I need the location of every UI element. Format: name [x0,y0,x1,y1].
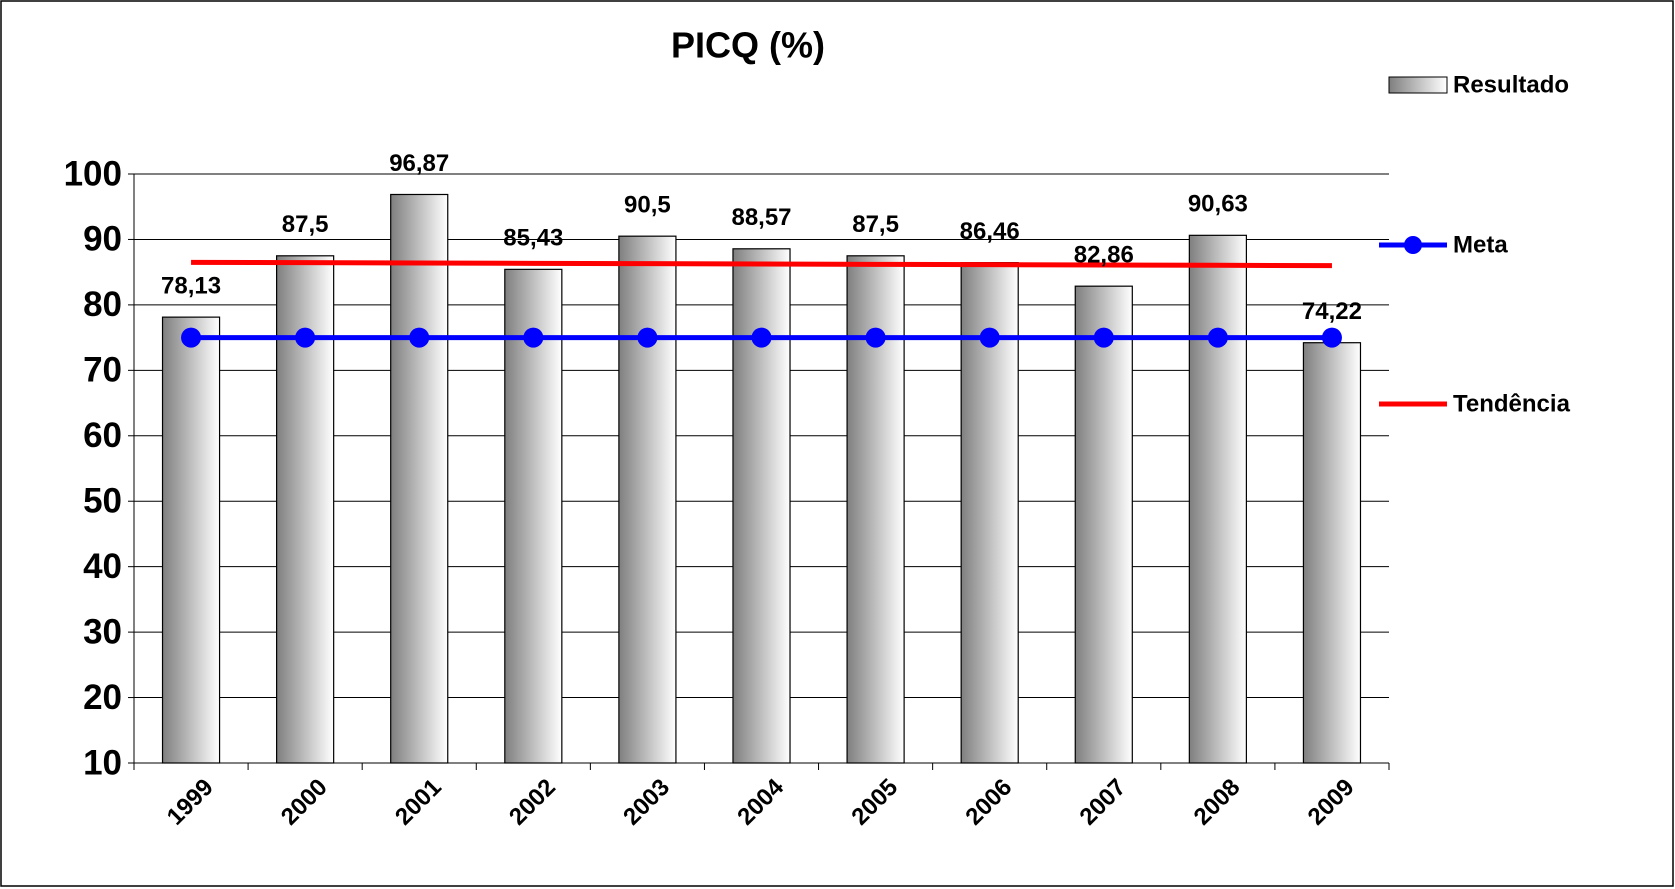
data-label: 87,5 [282,211,329,238]
data-label: 88,57 [731,204,791,231]
marker [1321,327,1342,348]
legend-label: Meta [1453,231,1508,258]
marker [1093,327,1114,348]
bar [161,316,221,764]
data-label: 90,5 [624,192,671,219]
data-label: 96,87 [389,150,449,177]
bar [618,235,677,764]
bar [1188,234,1247,764]
bar [732,248,791,764]
y-tick-label: 100 [64,154,122,193]
y-tick-label: 90 [83,220,122,259]
marker [751,327,772,348]
legend-label: Tendência [1453,390,1571,417]
marker [523,327,544,348]
y-tick-label: 50 [83,481,122,520]
chart-title: PICQ (%) [671,25,825,66]
bar [1302,342,1362,764]
marker [979,327,1000,348]
y-tick-label: 80 [83,285,122,324]
bar [390,193,449,764]
data-label: 87,5 [852,211,899,238]
data-label: 90,63 [1188,191,1248,218]
bar [504,268,563,764]
data-label: 78,13 [161,272,221,299]
y-tick-label: 60 [83,416,122,455]
y-tick-label: 10 [83,743,122,782]
marker [409,327,430,348]
data-label: 86,46 [960,218,1020,245]
y-tick-label: 20 [83,678,122,717]
data-label: 82,86 [1074,242,1134,269]
line [191,259,1332,269]
marker [1207,327,1228,348]
y-tick-label: 70 [83,351,122,390]
marker [181,327,202,348]
y-tick-label: 40 [83,547,122,586]
data-label: 74,22 [1302,298,1362,325]
legend-label: Resultado [1453,71,1569,98]
data-label: 85,43 [503,225,563,252]
legend-swatch [1388,76,1448,94]
y-tick-label: 30 [83,612,122,651]
bar [1074,285,1133,764]
marker [865,327,886,348]
marker [637,327,658,348]
marker [295,327,316,348]
legend-marker [1404,236,1422,254]
